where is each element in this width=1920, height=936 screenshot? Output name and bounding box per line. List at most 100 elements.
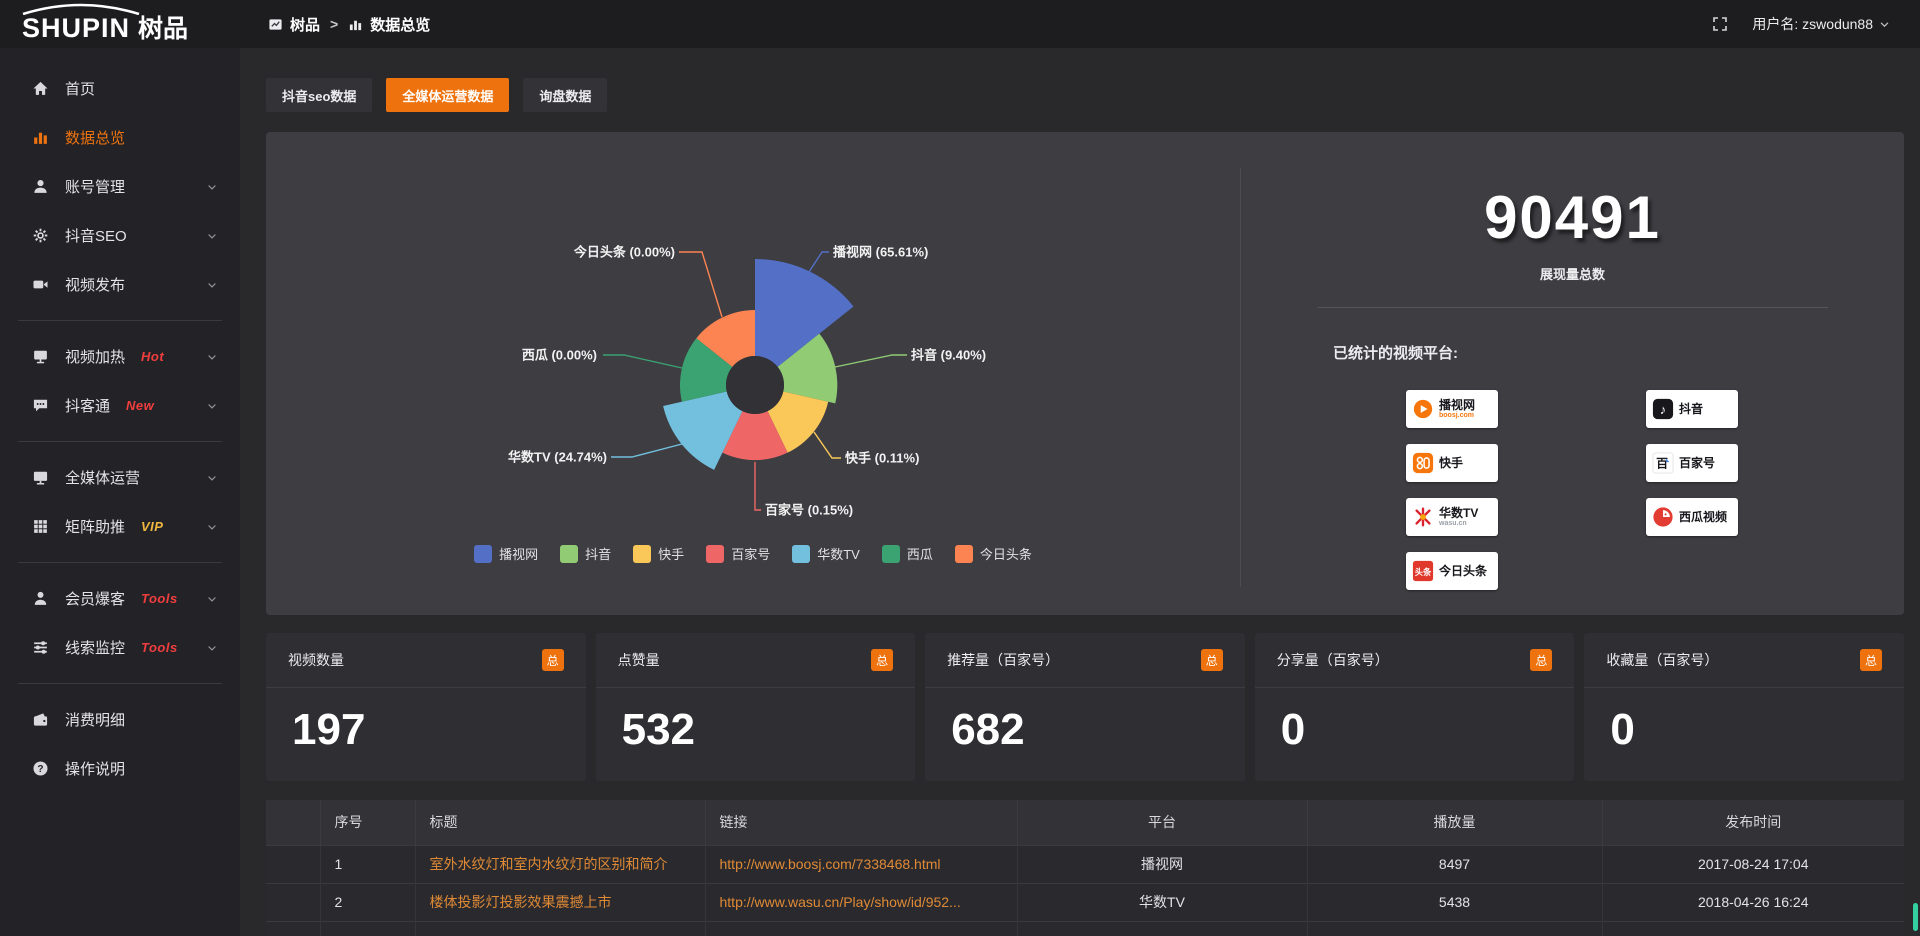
legend-item-西瓜[interactable]: 西瓜 [881,544,933,563]
sidebar-item-会员爆客[interactable]: 会员爆客 Tools [0,574,240,623]
video-url-link[interactable]: http://www.wasu.cn/Play/show/id/952... [719,894,961,910]
stat-card-title: 收藏量（百家号） [1606,652,1719,668]
sidebar-item-线索监控[interactable]: 线索监控 Tools [0,623,240,672]
platform-badge-抖音: ♪ 抖音 [1646,390,1738,428]
platform-badge-text: 播视网 boosj.com [1439,399,1475,419]
sidebar-item-抖音SEO[interactable]: 抖音SEO [0,211,240,260]
stat-card-点赞量: 点赞量 总 532 [595,633,916,781]
svg-text:百: 百 [1656,457,1668,471]
sidebar-item-视频发布[interactable]: 视频发布 [0,260,240,309]
stat-card-header: 分享量（百家号） 总 [1254,633,1575,688]
legend-item-快手[interactable]: 快手 [633,544,684,563]
platform-badge-sub: boosj.com [1439,411,1475,419]
pie-leader-line [611,443,683,458]
video-url-link[interactable]: http://www.boosj.com/7338468.html [719,856,941,872]
chart-panel: 播视网 (65.61%) 抖音 (9.40%) 快手 (0.11%) 百家号 (0.1… [266,132,1904,615]
sidebar-item-label: 会员爆客 [65,591,126,608]
breadcrumb-item-home[interactable]: 树品 [268,14,320,35]
column-header-平台: 平台 [1016,800,1307,845]
pie-label-快手: 快手 (0.11%) [845,451,919,466]
cell-index [319,920,415,936]
stat-card-header: 收藏量（百家号） 总 [1584,633,1904,688]
platform-badge-sub: wasu.cn [1439,519,1467,527]
pie-label-西瓜: 西瓜 (0.00%) [522,348,597,363]
video-title-link[interactable]: 楼体投影灯投影效果震撼上市 [429,894,612,910]
sidebar-item-操作说明[interactable]: ? 操作说明 [0,744,240,793]
gear-icon [30,227,50,244]
boosj-logo-icon [1412,398,1434,420]
pie-center-hole [726,356,784,414]
sidebar-item-视频加热[interactable]: 视频加热 Hot [0,332,240,381]
sidebar-item-数据总览[interactable]: 数据总览 [0,113,240,162]
pie-leader-line [679,251,723,318]
fullscreen-icon[interactable] [1712,16,1728,32]
platform-badge-百家号: 百百家号 [1646,444,1738,482]
column-header-序号: 序号 [319,800,415,845]
cell-link: http://www.boosj.com/7338468.html [704,844,1017,883]
sidebar-item-label: 消费明细 [65,712,126,729]
breadcrumb-label: 树品 [290,16,321,34]
tab-询盘数据[interactable]: 询盘数据 [523,78,608,112]
pie-slice-西瓜 [680,338,733,402]
legend-item-抖音[interactable]: 抖音 [560,544,611,563]
sidebar-item-消费明细[interactable]: 消费明细 [0,695,240,744]
scrollbar-thumb[interactable] [1913,903,1918,931]
pie-leader-line [813,431,841,459]
tab-抖音seo数据[interactable]: 抖音seo数据 [266,78,373,112]
legend-swatch [560,544,579,563]
topbar-right: 用户名: zswodun88 [1712,14,1890,34]
stat-card-value: 682 [951,705,1025,754]
table-row: 1 室外水纹灯和室内水纹灯的区别和简介 http://www.boosj.com/7… [266,844,1904,883]
sidebar-item-label: 账号管理 [65,179,126,196]
sidebar-item-badge: New [126,398,155,413]
board-icon [269,18,282,30]
sidebar-item-label: 矩阵助推 [65,519,126,536]
summary-region: 90491 展现量总数 已统计的视频平台: 播视网 boosj.com 快手 华数TV… [1241,132,1904,615]
legend-label: 华数TV [817,547,860,562]
sidebar-item-首页[interactable]: 首页 [0,64,240,113]
logo-arc [22,3,140,15]
platform-badge-text: 百家号 [1679,457,1715,470]
sidebar-item-账号管理[interactable]: 账号管理 [0,162,240,211]
baijiahao-logo-icon: 百 [1652,452,1674,474]
pie-label-今日头条: 今日头条 (0.00%) [573,245,675,260]
stat-card-value: 0 [1280,705,1306,754]
legend-item-百家号[interactable]: 百家号 [706,544,770,563]
sidebar-item-label: 操作说明 [65,761,126,778]
pie-slice-抖音 [777,333,838,404]
total-badge: 总 [871,649,894,671]
sidebar-item-抖客通[interactable]: 抖客通 New [0,381,240,430]
legend-swatch [954,544,973,563]
wallet-icon [30,711,50,728]
platform-badge-name: 华数TV [1439,506,1479,521]
breadcrumb-item-current[interactable]: 数据总览 [348,14,430,35]
user-menu[interactable]: 用户名: zswodun88 [1752,14,1890,34]
cell-platform: 播视网 [1016,844,1307,883]
legend-item-今日头条[interactable]: 今日头条 [954,544,1032,563]
sidebar-item-全媒体运营[interactable]: 全媒体运营 [0,453,240,502]
sidebar-item-矩阵助推[interactable]: 矩阵助推 VIP [0,502,240,551]
sidebar-item-label: 视频发布 [65,277,126,294]
platform-badge-快手: 快手 [1406,444,1498,482]
chart-legend: 播视网 抖音 快手 百家号 华数TV 西瓜 今日头条 [266,544,1240,563]
sidebar-item-badge: Tools [141,591,178,606]
legend-item-播视网[interactable]: 播视网 [474,544,538,563]
column-header-标题: 标题 [414,800,705,845]
legend-item-华数TV[interactable]: 华数TV [792,544,860,563]
cell-time [1601,920,1904,936]
sidebar-item-label: 抖音SEO [65,228,127,245]
tab-全媒体运营数据[interactable]: 全媒体运营数据 [386,78,510,112]
video-title-link[interactable]: 室外水纹灯和室内水纹灯的区别和简介 [429,856,668,872]
stat-card-视频数量: 视频数量 总 197 [266,633,586,781]
chevron-down-icon [206,181,218,193]
pie-leader-line [834,354,907,368]
stat-card-title: 点赞量 [617,652,660,668]
total-badge: 总 [541,649,564,671]
panel-divider [1240,168,1241,587]
stat-card-value: 532 [621,705,696,754]
column-header-发布时间: 发布时间 [1601,800,1904,845]
platform-badge-华数TV: 华数TV wasu.cn [1406,498,1498,536]
app-logo: SHUPIN 树品 [0,0,240,48]
svg-text:♪: ♪ [1660,402,1666,417]
